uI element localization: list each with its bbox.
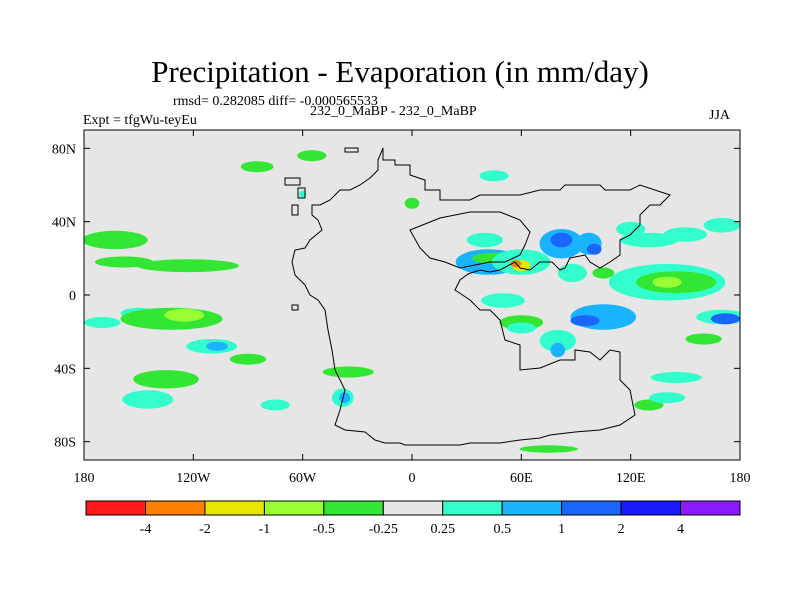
experiment-label: Expt = tfgWu-teyEu xyxy=(83,113,197,128)
colorbar-labels: -4 -2 -1 -0.5 -0.25 0.25 0.5 1 2 4 xyxy=(140,522,684,537)
colorbar-label-3: -0.5 xyxy=(313,522,335,537)
anomaly-patch-50 xyxy=(519,445,578,453)
anomaly-patch-8 xyxy=(206,341,228,351)
colorbar-label-7: 1 xyxy=(558,522,565,537)
x-axis-labels: 180 120W 60W 0 60E 120E 180 xyxy=(74,471,751,486)
colorbar-box-6 xyxy=(442,500,503,516)
anomaly-patch-31 xyxy=(616,221,646,237)
anomaly-patch-36 xyxy=(652,276,682,288)
colorbar-box-5 xyxy=(382,500,444,516)
anomaly-patch-48 xyxy=(634,399,664,411)
colorbar-label-1: -2 xyxy=(199,522,211,537)
anomaly-patch-37 xyxy=(481,293,525,308)
colorbar-label-8: 2 xyxy=(618,522,625,537)
anomaly-patch-16 xyxy=(240,161,274,173)
stats-line: rmsd= 0.282085 diff= -0.000565533 xyxy=(173,94,378,109)
anomaly-patch-11 xyxy=(229,353,267,365)
anomaly-patch-47 xyxy=(650,372,702,383)
colorbar-label-0: -4 xyxy=(140,522,152,537)
y-tick-label-3: 40S xyxy=(54,362,76,377)
colorbar-box-9 xyxy=(620,500,682,516)
anomaly-patch-52 xyxy=(479,170,509,182)
anomaly-patch-19 xyxy=(466,232,504,248)
x-tick-label-3: 0 xyxy=(409,471,416,486)
anomaly-patch-43 xyxy=(570,315,600,327)
anomaly-patch-51 xyxy=(404,197,420,209)
anomaly-field xyxy=(84,150,740,453)
x-tick-label-6: 180 xyxy=(730,471,751,486)
axis-ticks xyxy=(83,130,741,460)
anomaly-patch-33 xyxy=(663,227,708,242)
x-tick-label-4: 60E xyxy=(510,471,533,486)
colorbar xyxy=(85,500,741,516)
anomaly-patch-45 xyxy=(710,313,740,325)
x-tick-label-2: 60W xyxy=(289,471,317,486)
x-tick-label-1: 120W xyxy=(176,471,211,486)
anomaly-patch-6 xyxy=(164,308,205,322)
anomaly-patch-49 xyxy=(648,392,686,404)
y-tick-label-2: 0 xyxy=(69,289,76,304)
colorbar-box-1 xyxy=(145,500,206,516)
anomaly-patch-41 xyxy=(550,342,566,358)
anomaly-patch-9 xyxy=(133,370,199,389)
anomaly-patch-13 xyxy=(339,392,351,404)
anomaly-patch-46 xyxy=(685,333,722,345)
y-axis-labels: 80N 40N 0 40S 80S xyxy=(52,142,76,450)
anomaly-patch-39 xyxy=(506,322,536,334)
y-tick-label-4: 80S xyxy=(54,436,76,451)
anomaly-patch-30 xyxy=(592,267,615,279)
season-label: JJA xyxy=(709,108,731,123)
x-tick-label-0: 180 xyxy=(74,471,95,486)
colorbar-box-10 xyxy=(680,500,741,516)
colorbar-box-2 xyxy=(204,500,265,516)
pangea-coastline xyxy=(284,147,671,446)
anomaly-patch-14 xyxy=(260,399,290,411)
anomaly-patch-17 xyxy=(297,150,327,162)
colorbar-label-5: 0.25 xyxy=(430,522,455,537)
anomaly-patch-28 xyxy=(586,243,602,255)
anomaly-patch-53 xyxy=(703,218,740,233)
colorbar-label-2: -1 xyxy=(259,522,271,537)
chart-subtitle: 232_0_MaBP - 232_0_MaBP xyxy=(310,104,477,119)
anomaly-patch-4 xyxy=(84,317,121,328)
colorbar-box-8 xyxy=(561,500,622,516)
anomaly-patch-26 xyxy=(550,232,573,248)
y-tick-label-0: 80N xyxy=(52,142,76,157)
colorbar-box-0 xyxy=(85,500,146,516)
anomaly-patch-15 xyxy=(322,366,374,378)
colorbar-box-4 xyxy=(323,500,384,516)
y-tick-label-1: 40N xyxy=(52,216,76,231)
anomaly-patch-0 xyxy=(84,230,148,250)
anomaly-patch-2 xyxy=(136,259,239,273)
colorbar-box-7 xyxy=(501,500,563,516)
anomaly-patch-10 xyxy=(122,390,174,409)
colorbar-box-3 xyxy=(263,500,325,516)
colorbar-label-6: 0.5 xyxy=(493,522,511,537)
colorbar-label-4: -0.25 xyxy=(369,522,398,537)
chart-title: Precipitation - Evaporation (in mm/day) xyxy=(151,54,649,89)
anomaly-patch-32 xyxy=(619,232,679,248)
colorbar-label-9: 4 xyxy=(677,522,684,537)
anomaly-patch-29 xyxy=(557,263,588,283)
x-tick-label-5: 120E xyxy=(616,471,646,486)
anomaly-patch-40 xyxy=(539,329,576,352)
